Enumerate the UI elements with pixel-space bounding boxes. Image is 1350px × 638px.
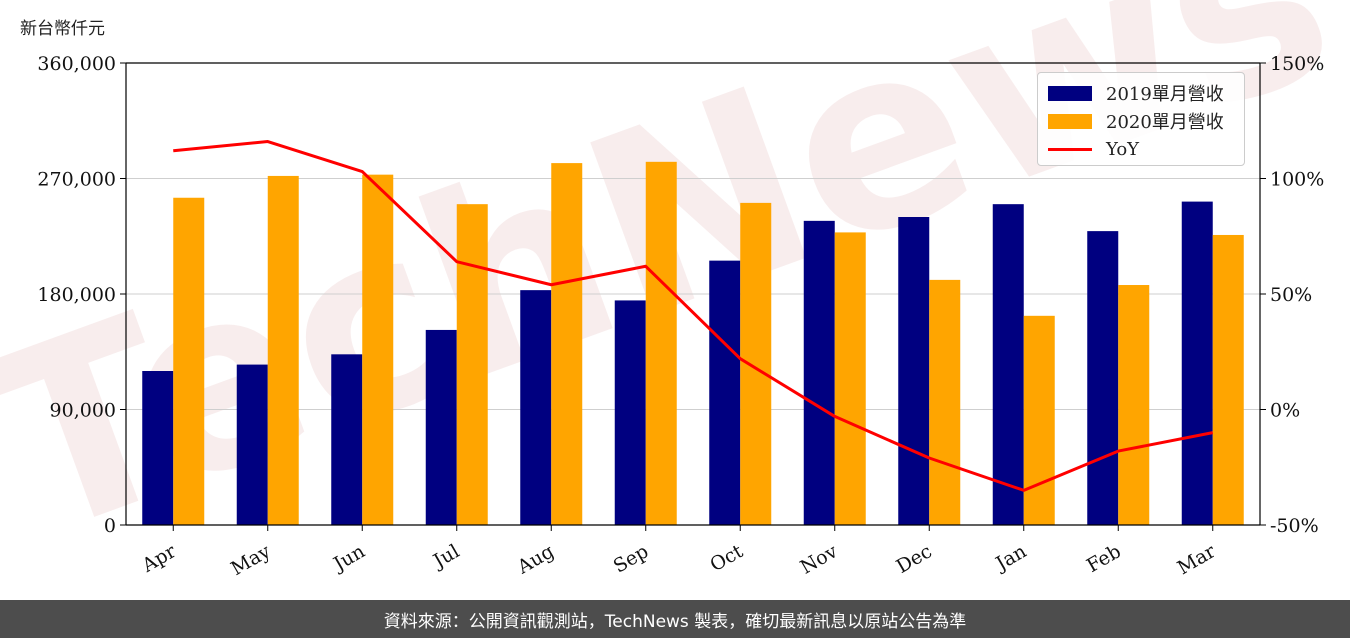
bars (142, 161, 1244, 526)
legend-label-2019: 2019單月營收 (1106, 84, 1224, 105)
bar-2020-nov (834, 232, 866, 525)
bar-2020-dec (929, 279, 961, 525)
legend: 2019單月營收 2020單月營收 YoY (1037, 72, 1245, 166)
y-left-tick-label-0: 0 (104, 515, 116, 537)
y-right-tick-label-1: 0% (1270, 400, 1300, 422)
bar-2019-jul (425, 329, 457, 525)
y-right-tick-label-2: 50% (1270, 284, 1312, 306)
bar-2019-sep (614, 300, 646, 525)
yoy-line-layer (173, 140, 1214, 492)
y-axis-unit-label: 新台幣仟元 (20, 19, 105, 39)
x-tick-label-jul: Jul (428, 540, 463, 573)
legend-swatch-2019 (1048, 85, 1092, 101)
x-tick-label-aug: Aug (513, 540, 558, 579)
bar-2019-dec (898, 217, 930, 525)
legend-item-2020: 2020單月營收 (1048, 107, 1244, 135)
y-right-tick-label-3: 100% (1270, 169, 1324, 191)
bar-2020-mar (1212, 234, 1244, 525)
legend-label-2020: 2020單月營收 (1106, 112, 1224, 133)
x-tick-label-sep: Sep (610, 540, 653, 577)
y-left-tick-label-4: 360,000 (37, 53, 116, 75)
bar-2019-nov (803, 220, 835, 525)
bar-2020-oct (740, 202, 772, 525)
legend-swatch-yoy (1048, 147, 1092, 151)
bar-2020-jun (362, 174, 394, 525)
bar-2019-jan (992, 204, 1024, 525)
bar-2020-may (267, 175, 299, 525)
x-tick-label-mar: Mar (1174, 540, 1220, 579)
x-tick-label-feb: Feb (1083, 540, 1125, 577)
bar-2019-jun (331, 354, 363, 525)
y-left-tick-label-1: 90,000 (50, 400, 116, 422)
bar-2019-may (236, 364, 268, 525)
y-left-tick-label-2: 180,000 (37, 284, 116, 306)
bar-2020-sep (645, 161, 677, 526)
bar-2020-aug (551, 163, 583, 525)
legend-label-yoy: YoY (1106, 138, 1140, 160)
x-tick-label-jun: Jun (328, 540, 369, 576)
bar-2020-jan (1023, 315, 1055, 525)
y-right-tick-label-4: 150% (1270, 53, 1324, 75)
source-footer: 資料來源：公開資訊觀測站，TechNews 製表，確切最新訊息以原站公告為準 (0, 600, 1350, 638)
bar-2020-apr (173, 197, 205, 525)
legend-swatch-2020 (1048, 113, 1092, 129)
yoy-line (173, 140, 1214, 492)
bar-2019-apr (142, 371, 174, 525)
x-tick-label-oct: Oct (706, 540, 747, 576)
bar-2020-feb (1118, 285, 1150, 525)
x-tick-label-nov: Nov (797, 540, 842, 579)
legend-item-2019: 2019單月營收 (1048, 79, 1244, 107)
x-tick-label-jan: Jan (991, 540, 1031, 576)
source-text: 資料來源：公開資訊觀測站，TechNews 製表，確切最新訊息以原站公告為準 (383, 611, 967, 632)
bar-2019-aug (520, 290, 552, 525)
legend-item-yoy: YoY (1048, 135, 1244, 163)
bar-2019-oct (709, 260, 741, 525)
y-right-tick-label-0: -50% (1270, 515, 1319, 537)
x-tick-label-may: May (227, 540, 274, 580)
y-left-tick-label-3: 270,000 (37, 169, 116, 191)
bar-2020-jul (456, 204, 488, 525)
bar-2019-mar (1181, 201, 1213, 525)
bar-2019-feb (1087, 231, 1119, 525)
x-tick-label-dec: Dec (893, 540, 936, 578)
